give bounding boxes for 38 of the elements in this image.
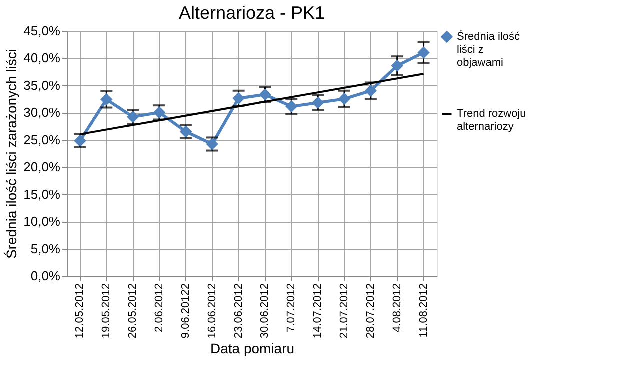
x-tick-label: 12.05.2012	[74, 284, 86, 339]
point	[312, 96, 324, 109]
y-tick-label: 5,0%	[30, 241, 61, 256]
y-tick-label: 10,0%	[24, 214, 61, 230]
x-tick-label: 14.07.2012	[312, 284, 324, 339]
y-tick-label: 35,0%	[24, 78, 61, 93]
x-tick-label: 19.05.2012	[100, 284, 113, 339]
chart-title: Alternarioza - PK1	[178, 3, 326, 23]
y-tick-label: 45,0%	[24, 24, 61, 38]
x-tick-label: 9.06.20122	[180, 284, 192, 339]
x-axis-title: Data pomiaru	[210, 340, 295, 357]
y-tick-label: 0,0%	[30, 268, 61, 284]
x-tick-label: 21.07.2012	[338, 284, 350, 339]
y-tick-label: 30,0%	[24, 105, 61, 120]
x-tick-label: 7.07.2012	[286, 284, 298, 332]
x-tick-label: 26.05.2012	[127, 284, 140, 339]
y-tick-label: 25,0%	[24, 132, 61, 148]
y-tick-label: 40,0%	[24, 50, 61, 66]
legend-label: Trend rozwoju alternariozy	[457, 108, 526, 133]
x-tick-label: 16.06.2012	[206, 284, 218, 339]
y-tick-label: 15,0%	[24, 186, 61, 202]
x-tick-label: 2.06.2012	[154, 284, 166, 332]
y-tick-label: 20,0%	[24, 160, 61, 175]
point	[338, 92, 351, 106]
x-tick-label: 23.06.2012	[232, 284, 245, 339]
point	[232, 92, 245, 105]
point	[286, 100, 298, 113]
point	[259, 88, 272, 101]
legend-label: Średnia ilość liści z objawami	[457, 30, 520, 69]
x-tick-label: 30.06.2012	[259, 284, 272, 339]
point	[418, 46, 430, 59]
x-tick-label: 28.07.2012	[364, 284, 377, 339]
y-axis-title: Średnia ilość liści zarażonych liści	[4, 48, 20, 260]
point	[364, 84, 378, 98]
x-tick-label: 4.08.2012	[391, 284, 404, 332]
point	[100, 93, 113, 106]
point	[391, 60, 404, 72]
x-tick-label: 11.08.2012	[418, 284, 430, 338]
